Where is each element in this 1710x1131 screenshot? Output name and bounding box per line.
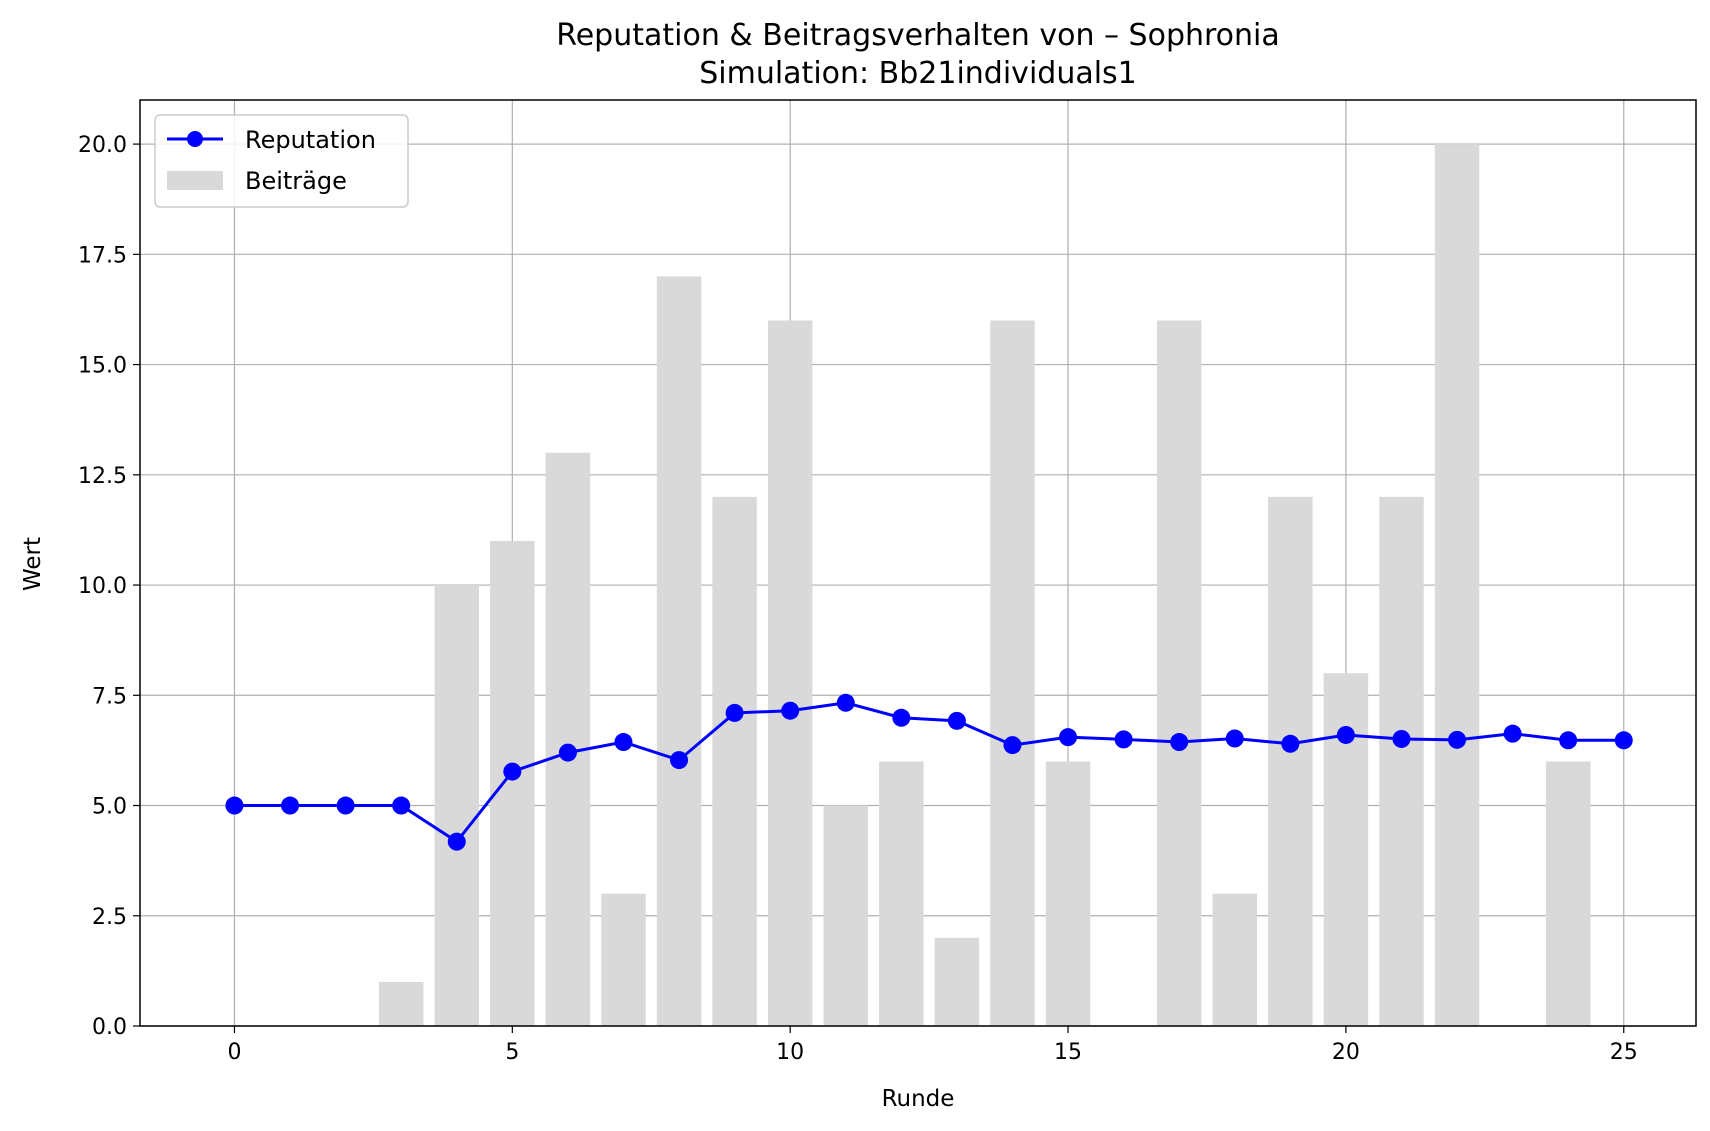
reputation-point bbox=[670, 751, 689, 770]
line-series bbox=[225, 693, 1633, 851]
y-tick-label: 5.0 bbox=[92, 795, 127, 820]
reputation-point bbox=[947, 711, 966, 730]
y-tick-label: 15.0 bbox=[78, 354, 127, 379]
reputation-point bbox=[1003, 736, 1022, 755]
y-tick-label: 10.0 bbox=[78, 574, 127, 599]
y-tick-label: 7.5 bbox=[92, 684, 127, 709]
reputation-point bbox=[781, 701, 800, 720]
reputation-point bbox=[447, 832, 466, 851]
bar bbox=[1545, 761, 1591, 1026]
bar bbox=[879, 761, 924, 1026]
reputation-line bbox=[234, 701, 1624, 844]
x-tick-label: 20 bbox=[1332, 1040, 1360, 1065]
reputation-point bbox=[1559, 731, 1578, 750]
bar-series bbox=[378, 144, 1591, 1027]
reputation-point bbox=[836, 693, 855, 712]
reputation-point bbox=[892, 708, 911, 727]
y-tick-label: 17.5 bbox=[78, 243, 127, 268]
x-tick-label: 10 bbox=[776, 1040, 804, 1065]
bar bbox=[767, 320, 813, 1026]
bar bbox=[934, 937, 980, 1026]
y-axis-label: Wert bbox=[20, 537, 46, 591]
chart-title: Reputation & Beitragsverhalten von – Sop… bbox=[556, 18, 1280, 53]
reputation-point bbox=[1114, 730, 1133, 749]
legend-marker-swatch bbox=[187, 131, 203, 147]
chart-subtitle: Simulation: Bb21individuals1 bbox=[699, 56, 1137, 91]
bar bbox=[1379, 496, 1424, 1026]
bar bbox=[1156, 320, 1202, 1026]
reputation-point bbox=[1448, 730, 1467, 749]
bar bbox=[1045, 761, 1091, 1026]
bar bbox=[1212, 893, 1257, 1026]
reputation-point bbox=[614, 733, 633, 752]
reputation-point bbox=[392, 796, 411, 815]
axes-frame bbox=[139, 99, 1697, 1027]
reputation-point bbox=[1392, 729, 1411, 748]
x-tick-label: 25 bbox=[1610, 1040, 1638, 1065]
reputation-point bbox=[336, 796, 355, 815]
legend-label-reputation: Reputation bbox=[245, 126, 376, 154]
reputation-point bbox=[281, 796, 300, 815]
bar bbox=[490, 540, 535, 1026]
legend: Reputation Beiträge bbox=[154, 114, 409, 208]
bar bbox=[656, 276, 702, 1026]
reputation-point bbox=[1336, 725, 1355, 744]
reputation-point bbox=[1614, 731, 1633, 750]
x-axis-label: Runde bbox=[882, 1086, 955, 1112]
x-tick-label: 5 bbox=[505, 1040, 519, 1065]
reputation-point bbox=[225, 796, 244, 815]
legend-label-beitraege: Beiträge bbox=[245, 167, 347, 195]
bar bbox=[1268, 496, 1313, 1026]
y-tick-label: 2.5 bbox=[92, 905, 127, 930]
bar bbox=[712, 496, 757, 1026]
reputation-point bbox=[1170, 733, 1189, 752]
y-tick-label: 12.5 bbox=[78, 464, 127, 489]
y-tick-label: 20.0 bbox=[78, 133, 127, 158]
reputation-point bbox=[558, 743, 577, 762]
reputation-point bbox=[503, 762, 522, 781]
bar bbox=[378, 981, 424, 1026]
x-tick-label: 15 bbox=[1054, 1040, 1082, 1065]
bar bbox=[990, 320, 1035, 1026]
bar bbox=[1434, 144, 1480, 1027]
y-axis-ticks: 0.0 2.5 5.0 7.5 10.0 12.5 15.0 17.5 20.0 bbox=[78, 133, 140, 1040]
reputation-point bbox=[725, 703, 744, 722]
y-tick-label: 0.0 bbox=[92, 1015, 127, 1040]
legend-bar-swatch bbox=[167, 171, 223, 190]
reputation-point bbox=[1281, 734, 1300, 753]
reputation-point bbox=[1225, 729, 1244, 748]
bar bbox=[434, 585, 479, 1026]
x-axis-ticks: 0 5 10 15 20 25 bbox=[227, 1026, 1638, 1065]
reputation-point bbox=[1059, 728, 1078, 747]
x-tick-label: 0 bbox=[227, 1040, 241, 1065]
bar bbox=[545, 452, 591, 1026]
bar bbox=[823, 805, 868, 1026]
bar bbox=[601, 893, 646, 1026]
reputation-point bbox=[1503, 724, 1522, 743]
